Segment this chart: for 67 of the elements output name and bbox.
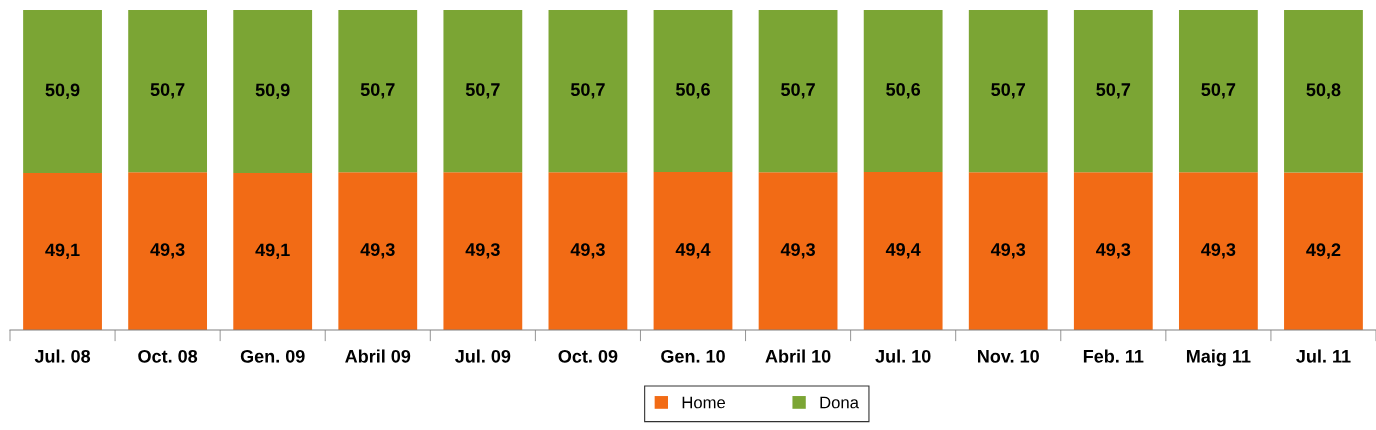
data-label: 49,3 xyxy=(1096,243,1131,259)
bar xyxy=(653,10,733,172)
bar xyxy=(1073,172,1153,330)
bar xyxy=(128,172,208,330)
bar xyxy=(233,172,313,330)
data-label: 50,6 xyxy=(675,83,710,99)
x-tick-label: Feb. 11 xyxy=(1083,349,1144,363)
bar xyxy=(23,10,102,173)
bar xyxy=(863,10,943,172)
bar xyxy=(1178,172,1258,330)
legend-label: Dona xyxy=(820,396,859,409)
bar xyxy=(863,171,943,330)
data-label: 50,7 xyxy=(465,83,500,99)
bar xyxy=(548,172,628,330)
data-label: 49,3 xyxy=(150,243,185,259)
bar xyxy=(548,10,628,173)
data-label: 49,1 xyxy=(255,243,290,259)
bar xyxy=(1284,172,1363,330)
x-tick-label: Jul. 11 xyxy=(1296,349,1351,363)
data-label: 50,7 xyxy=(781,83,815,99)
data-label: 49,3 xyxy=(360,243,395,259)
x-tick-label: Oct. 08 xyxy=(138,349,198,363)
data-label: 49,4 xyxy=(675,243,711,259)
x-tick-label: Gen. 09 xyxy=(240,349,305,363)
data-label: 50,6 xyxy=(886,83,921,99)
bar xyxy=(233,10,313,173)
bar xyxy=(653,171,733,330)
bar xyxy=(443,10,523,173)
x-tick-label: Maig 11 xyxy=(1186,349,1251,367)
bar xyxy=(758,172,838,330)
x-tick-label: Abril 09 xyxy=(345,349,411,363)
x-tick-label: Gen. 10 xyxy=(661,349,725,363)
data-label: 49,2 xyxy=(1306,243,1341,259)
data-label: 49,4 xyxy=(885,243,921,259)
data-label: 50,7 xyxy=(150,83,185,99)
x-tick-label: Nov. 10 xyxy=(977,349,1039,363)
legend-label: Home xyxy=(682,396,726,409)
bar xyxy=(443,172,523,330)
bar xyxy=(1073,10,1153,173)
data-label: 49,3 xyxy=(780,243,815,259)
data-label: 50,9 xyxy=(45,83,80,99)
data-label: 49,3 xyxy=(990,243,1026,259)
data-label: 50,7 xyxy=(570,83,605,99)
data-label: 50,8 xyxy=(1306,83,1341,99)
data-label: 50,9 xyxy=(255,83,290,99)
x-tick-label: Abril 10 xyxy=(765,349,831,363)
x-tick-label: Jul. 10 xyxy=(875,349,931,363)
data-label: 49,3 xyxy=(1201,243,1236,259)
bar xyxy=(128,10,208,173)
data-label: 50,7 xyxy=(991,83,1026,99)
bar xyxy=(968,172,1048,330)
bar xyxy=(758,10,838,173)
data-label: 49,1 xyxy=(45,243,80,259)
bar xyxy=(1284,10,1363,173)
data-label: 49,3 xyxy=(465,243,500,259)
x-tick-label: Oct. 09 xyxy=(558,349,618,363)
bar xyxy=(1178,10,1258,173)
bar xyxy=(338,10,418,173)
x-tick-label: Jul. 09 xyxy=(455,349,511,363)
x-tick-label: Jul. 08 xyxy=(34,349,91,363)
data-label: 49,3 xyxy=(570,243,605,259)
bar xyxy=(968,10,1048,173)
bar xyxy=(338,172,418,330)
data-label: 50,7 xyxy=(1201,83,1236,99)
data-label: 50,7 xyxy=(360,83,395,99)
data-label: 50,7 xyxy=(1096,83,1131,99)
bar xyxy=(23,172,102,330)
